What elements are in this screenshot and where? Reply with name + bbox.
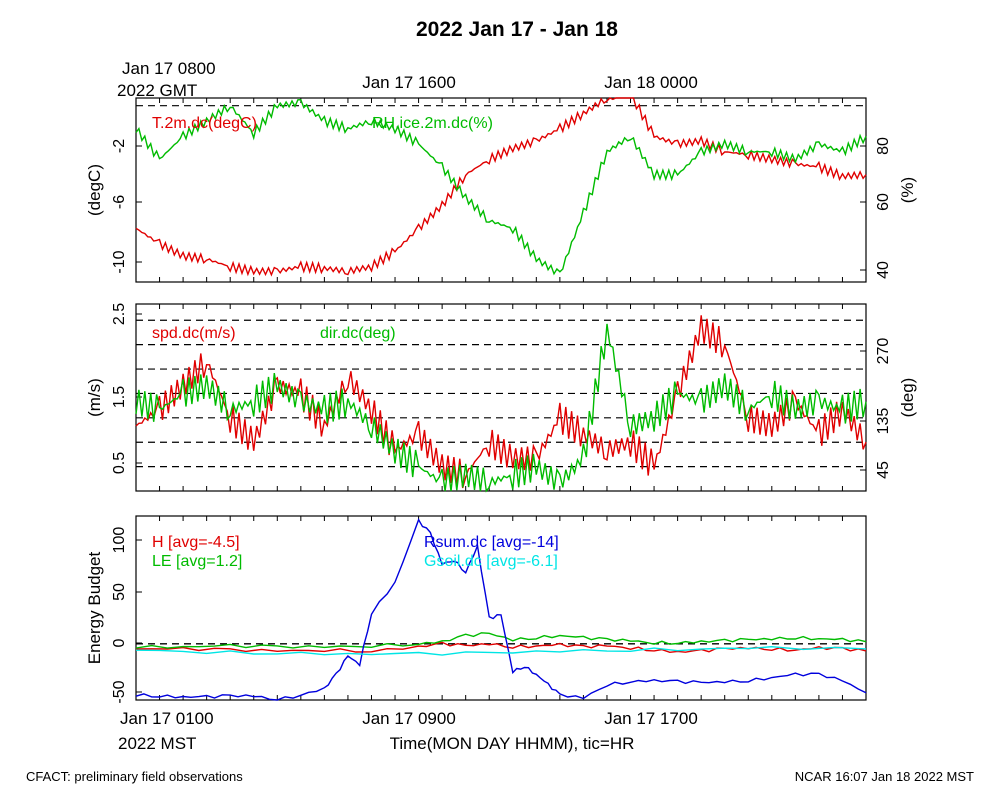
series-line-0-1 [135,98,867,276]
y-tick-label: 0 [111,638,128,647]
legend-label: RH.ice.2m.dc(%) [372,115,493,132]
plot-frame-temperature-humidity [135,97,867,283]
y-axis-label-left: (degC) [85,164,104,216]
legend-label: H [avg=-4.5] [152,534,240,551]
y-tick-label: -2 [111,139,128,153]
legend-label: spd.dc(m/s) [152,325,236,342]
footer-left: CFACT: preliminary field observations [26,769,243,784]
y-tick-label: -10 [111,250,128,273]
plot-frame-energy-budget [135,515,867,701]
bottom-axis-first-label-line2: 2022 MST [118,734,196,753]
y-tick-label: -6 [111,195,128,209]
series-line-1-1 [135,323,867,493]
legend-label: LE [avg=1.2] [152,553,242,570]
y-tick-label: 1.5 [111,386,128,408]
y-tick-label: 50 [111,583,128,601]
top-axis-first-label-line1: Jan 17 0800 [122,59,216,78]
legend-label: dir.dc(deg) [320,325,396,342]
bottom-axis-label-1: Jan 17 0900 [362,709,456,728]
bottom-axis-label-2: Jan 17 1700 [604,709,698,728]
y-tick-label-right: 135 [875,408,892,435]
y-tick-label: -50 [111,680,128,703]
legend-label: T.2m.dc(degC) [152,115,257,132]
y-tick-label-right: 60 [875,193,892,211]
series-line-0-0 [135,97,867,277]
legend-label: Rsum.dc [avg=-14] [424,534,559,551]
footer-right: NCAR 16:07 Jan 18 2022 MST [795,769,974,784]
legend-label: Gsoil.dc [avg=-6.1] [424,553,558,570]
y-axis-label-left: Energy Budget [85,551,104,664]
chart-title: 2022 Jan 17 - Jan 18 [416,18,618,41]
y-tick-label: 2.5 [111,303,128,325]
series-line-2-2 [135,518,867,701]
y-axis-label-right: (deg) [898,378,917,418]
y-tick-label-right: 270 [875,338,892,365]
series-line-2-0 [135,641,867,654]
x-axis-title: Time(MON DAY HHMM), tic=HR [390,734,635,753]
y-tick-label-right: 45 [875,461,892,479]
bottom-axis-first-label-line1: Jan 17 0100 [120,709,214,728]
series-line-2-1 [135,632,867,649]
top-axis-label-1: Jan 17 1600 [362,73,456,92]
y-axis-label-right: (%) [898,177,917,203]
top-axis-label-2: Jan 18 0000 [604,73,698,92]
y-tick-label-right: 40 [875,261,892,279]
top-axis-first-label-line2: 2022 GMT [117,81,197,100]
y-tick-label: 100 [111,527,128,554]
y-axis-label-left: (m/s) [85,378,104,417]
y-tick-label-right: 80 [875,137,892,155]
series-line-2-3 [135,645,867,656]
y-tick-label: 0.5 [111,452,128,474]
